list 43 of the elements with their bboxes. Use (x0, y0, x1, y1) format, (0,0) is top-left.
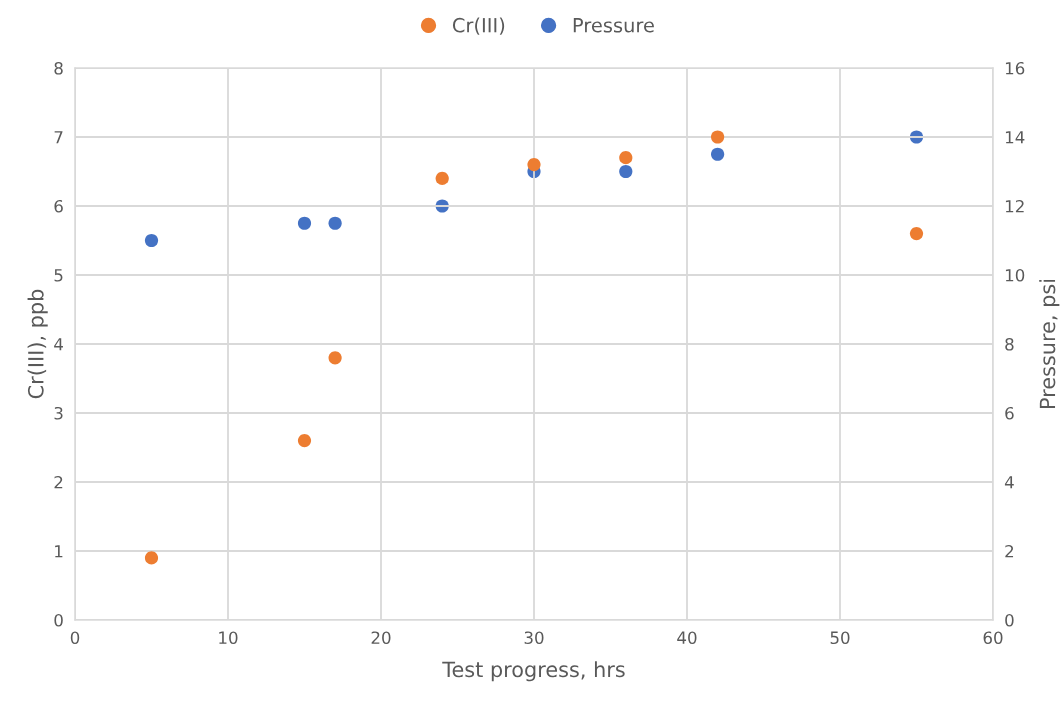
y-tick-label: 2 (54, 475, 63, 489)
point (909, 227, 924, 241)
point (619, 164, 633, 179)
x-tick-label: 30 (524, 631, 544, 645)
x-tick-label: 10 (219, 631, 238, 645)
y2-tick-label: 12 (1005, 199, 1024, 213)
point (297, 434, 312, 448)
y2-tick-label: 6 (1005, 406, 1014, 420)
y2-tick-label: 16 (1005, 61, 1025, 75)
y-tick-label: 7 (54, 131, 63, 144)
y-tick-label: 8 (54, 61, 63, 75)
point (619, 151, 633, 165)
legend-label: Pressure (573, 18, 654, 33)
y-tick-label: 0 (54, 613, 63, 627)
point (328, 216, 342, 230)
x-tick-label: 60 (983, 631, 1003, 645)
x-tick-label: 40 (677, 631, 697, 645)
x-tick-label: 20 (371, 631, 391, 645)
y2-tick-label: 8 (1005, 337, 1014, 351)
y-tick-label: 5 (54, 269, 63, 282)
x-tick-label: 0 (70, 631, 80, 645)
y-tick-label: 3 (54, 406, 63, 420)
legend-label: Cr(III) (452, 17, 505, 35)
point (711, 147, 725, 161)
y-axis-title: Cr(III), ppb (27, 289, 48, 399)
point (144, 551, 159, 565)
point (297, 216, 312, 230)
point (527, 158, 541, 172)
y-tick-label: 6 (54, 199, 63, 213)
x-axis-title: Test progress, hrs (442, 661, 625, 682)
point (711, 130, 725, 144)
x-tick-label: 50 (830, 631, 850, 645)
y-tick-label: 1 (55, 545, 63, 558)
y2-axis-title: Pressure, psi (1039, 279, 1060, 408)
point (435, 171, 449, 185)
y2-tick-label: 0 (1005, 613, 1014, 627)
point (328, 351, 342, 365)
y-tick-label: 4 (54, 338, 63, 351)
y2-tick-label: 14 (1005, 131, 1025, 144)
y2-tick-label: 2 (1005, 544, 1014, 558)
y2-tick-label: 4 (1004, 476, 1014, 489)
y2-tick-label: 10 (1005, 268, 1025, 282)
point (144, 233, 159, 248)
